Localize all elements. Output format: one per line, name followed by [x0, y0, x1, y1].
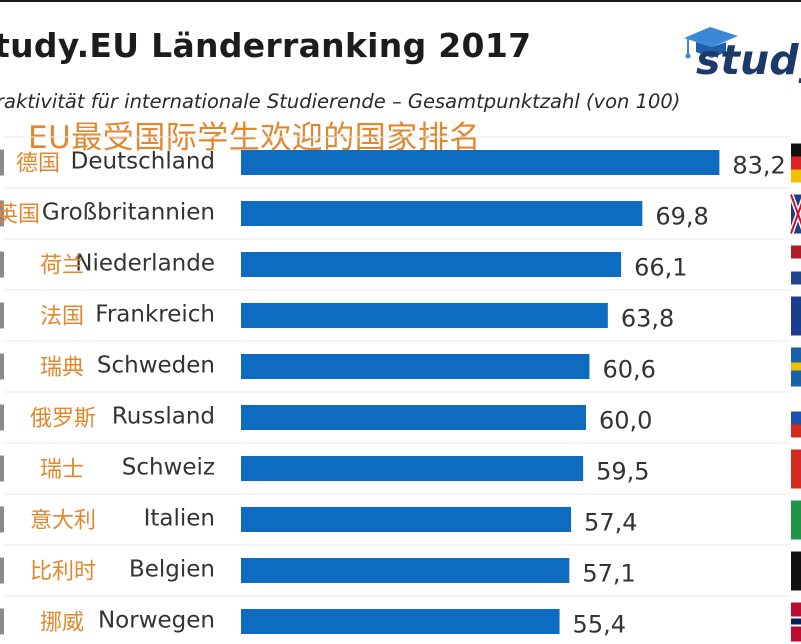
- category-label: Schweden: [97, 353, 215, 379]
- bar: [241, 609, 560, 634]
- row-edge-marker: [0, 251, 4, 278]
- germany-flag-stripe: [791, 169, 801, 183]
- belgium-flag-black: [791, 551, 801, 591]
- bar: [241, 252, 622, 277]
- bar: [241, 405, 586, 430]
- sweden-flag-cross: [791, 362, 801, 371]
- value-label: 55,4: [573, 611, 626, 639]
- category-label-cn: 法国: [40, 305, 84, 330]
- value-label: 60,6: [602, 356, 655, 384]
- bar: [241, 150, 720, 175]
- category-label: Frankreich: [95, 302, 215, 328]
- value-label: 57,4: [584, 509, 637, 537]
- row-edge-marker: [0, 404, 4, 431]
- bar: [241, 303, 608, 328]
- row-edge-marker: [0, 557, 4, 584]
- switzerland-flag-field: [791, 449, 801, 489]
- value-label: 59,5: [596, 458, 649, 486]
- row-edge-marker: [0, 608, 4, 635]
- russia-flag-stripe: [791, 424, 801, 438]
- netherlands-flag-stripe: [791, 258, 801, 272]
- logo-text: study: [696, 36, 801, 84]
- chart-title: tudy.EU Länderranking 2017: [0, 26, 532, 65]
- row-edge-marker: [0, 149, 4, 176]
- row-edge-marker: [0, 302, 4, 329]
- germany-flag-stripe: [791, 156, 801, 170]
- graduation-cap-icon: [684, 27, 738, 59]
- row-edge-marker: [0, 506, 4, 533]
- value-label: 60,0: [599, 407, 652, 435]
- category-label-cn: 荷兰: [40, 254, 84, 279]
- netherlands-flag-stripe: [791, 271, 801, 285]
- france-flag-blue: [791, 296, 801, 336]
- category-label-cn: 比利时: [30, 560, 96, 585]
- category-label: Großbritannien: [42, 200, 215, 226]
- category-label: Russland: [112, 404, 215, 430]
- category-label-cn: 德国: [16, 152, 60, 177]
- row-edge-marker: [0, 455, 4, 482]
- value-label: 83,2: [732, 152, 785, 180]
- bar: [241, 201, 643, 226]
- value-label: 63,8: [621, 305, 674, 333]
- row-edge-marker: [0, 200, 4, 227]
- category-label-cn: 挪威: [40, 611, 84, 636]
- italy-flag-green: [791, 500, 801, 540]
- netherlands-flag-stripe: [791, 245, 801, 259]
- category-label: Schweiz: [122, 455, 215, 481]
- value-label: 69,8: [655, 203, 708, 231]
- top-rule: [0, 0, 801, 2]
- russia-flag-stripe: [791, 398, 801, 412]
- bar: [241, 507, 572, 532]
- bar: [241, 354, 590, 379]
- category-label: Italien: [144, 506, 215, 532]
- category-label-cn: 瑞士: [40, 458, 84, 483]
- russia-flag-stripe: [791, 411, 801, 425]
- uk-flag-diagonal-red: [790, 202, 801, 234]
- row-edge-marker: [0, 353, 4, 380]
- chart-subtitle: raktivität für internationale Studierend…: [0, 90, 681, 113]
- category-label-cn: 瑞典: [40, 356, 84, 381]
- germany-flag-stripe: [791, 143, 801, 157]
- category-label-cn: 意大利: [30, 509, 96, 534]
- value-label: 57,1: [582, 560, 635, 588]
- category-label-cn: 俄罗斯: [30, 407, 96, 432]
- category-label: Belgien: [129, 557, 215, 583]
- category-label: Norwegen: [98, 608, 215, 634]
- category-label: Deutschland: [71, 149, 215, 175]
- norway-flag-cross-blue: [791, 618, 801, 625]
- value-label: 66,1: [634, 254, 687, 282]
- category-label: Niederlande: [75, 251, 215, 277]
- bar: [241, 558, 570, 583]
- study-eu-logo: study: [680, 18, 801, 84]
- bar: [241, 456, 584, 481]
- category-label-cn: 英国: [0, 203, 40, 228]
